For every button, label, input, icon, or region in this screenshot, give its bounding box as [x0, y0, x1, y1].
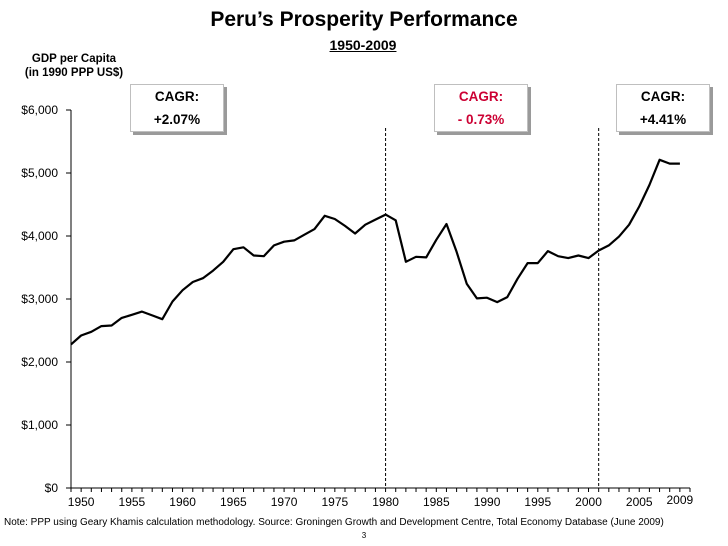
x-tick-label: 1975: [321, 495, 348, 509]
source-note: Note: PPP using Geary Khamis calculation…: [4, 517, 664, 528]
cagr-label: CAGR:: [458, 89, 504, 104]
x-tick-label: 1990: [474, 495, 501, 509]
cagr-box-1980-2001: CAGR: - 0.73%: [434, 84, 528, 132]
y-tick-label: $5,000: [21, 166, 58, 180]
x-tick-label: 1970: [271, 495, 298, 509]
y-axis-label-line1: GDP per Capita: [31, 53, 117, 65]
x-tick-label: 2000: [575, 495, 602, 509]
chart-subtitle-text: 1950-2009: [329, 37, 397, 53]
cagr-value: +4.41%: [639, 112, 687, 127]
x-tick-label: 1985: [423, 495, 450, 509]
cagr-label: CAGR:: [640, 89, 686, 104]
x-tick-label: 1965: [220, 495, 247, 509]
y-tick-label: $3,000: [21, 292, 58, 306]
cagr-value: - 0.73%: [457, 112, 505, 127]
y-tick-label: $6,000: [21, 103, 58, 117]
chart-title: Peru’s Prosperity Performance: [210, 8, 518, 31]
y-tick-label: $1,000: [21, 418, 58, 432]
x-tick-label: 2009: [667, 493, 694, 507]
gdp-per-capita-series-line: [70, 158, 680, 346]
page-number: 3: [361, 531, 367, 540]
cagr-label: CAGR:: [154, 89, 200, 104]
x-tick-label: 1950: [68, 495, 95, 509]
cagr-value: +2.07%: [153, 112, 201, 127]
x-tick-label: 1955: [119, 495, 146, 509]
x-tick-label: 2005: [626, 495, 653, 509]
y-axis-label: GDP per Capita (in 1990 PPP US$): [14, 52, 134, 80]
chart-subtitle: 1950-2009: [0, 37, 728, 53]
x-tick-label: 1995: [524, 495, 551, 509]
y-tick-label: $0: [45, 481, 59, 495]
y-tick-label: $2,000: [21, 355, 58, 369]
y-axis-label-line2: (in 1990 PPP US$): [24, 67, 124, 79]
y-tick-label: $4,000: [21, 229, 58, 243]
cagr-box-1950-1980: CAGR: +2.07%: [130, 84, 224, 132]
cagr-box-2001-2009: CAGR: +4.41%: [616, 84, 710, 132]
x-tick-label: 1960: [169, 495, 196, 509]
x-tick-label: 1980: [372, 495, 399, 509]
